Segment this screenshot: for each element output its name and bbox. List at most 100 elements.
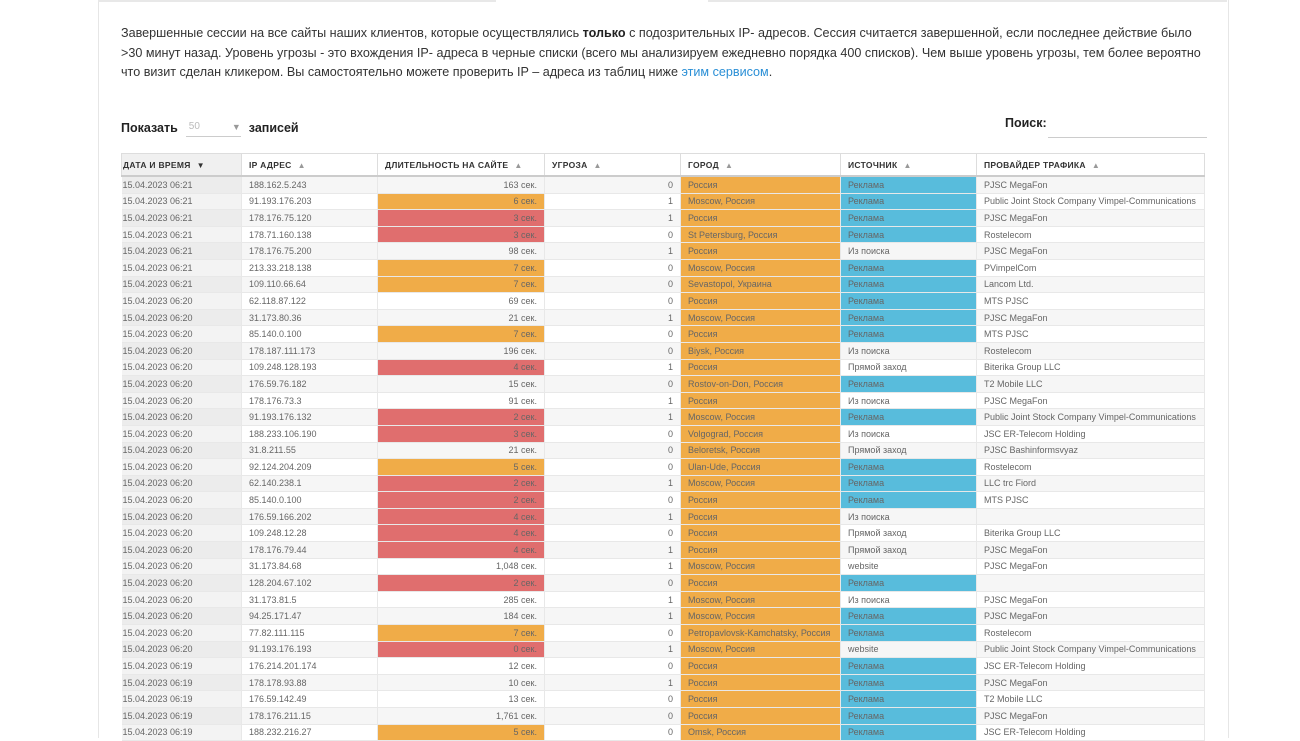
cell-threat: 0 (544, 226, 681, 244)
cell-city: St Petersburg, Россия (680, 226, 841, 244)
sort-asc-icon[interactable]: ▲ (297, 160, 306, 170)
cell-city: Moscow, Россия (680, 475, 841, 493)
cell-city: Sevastopol, Украина (680, 276, 841, 294)
column-header-ip[interactable]: IP АДРЕС ▲ (241, 153, 378, 177)
cell-provider: Rostelecom (976, 342, 1205, 360)
column-header-threat[interactable]: УГРОЗА ▲ (544, 153, 681, 177)
cell-ip: 178.176.79.44 (241, 541, 378, 559)
cell-source: Из поиска (840, 392, 977, 410)
table-row: 15.04.2023 06:20 31.173.84.68 1,048 сек. 1 M… (121, 558, 1205, 576)
intro-paragraph: Завершенные сессии на все сайты наших кл… (121, 24, 1206, 83)
cell-threat: 0 (544, 425, 681, 443)
cell-duration: 2 сек. (377, 491, 545, 509)
sort-asc-icon[interactable]: ▲ (903, 160, 912, 170)
column-header-date[interactable]: ДАТА И ВРЕМЯ ▼ (121, 153, 242, 177)
cell-date: 15.04.2023 06:20 (121, 508, 242, 526)
cell-date: 15.04.2023 06:19 (121, 707, 242, 725)
column-label: ИСТОЧНИК (848, 159, 898, 170)
column-header-source[interactable]: ИСТОЧНИК ▲ (840, 153, 977, 177)
cell-date: 15.04.2023 06:20 (121, 375, 242, 393)
table-row: 15.04.2023 06:20 77.82.111.115 7 сек. 0 Petr… (121, 624, 1205, 642)
cell-source: website (840, 558, 977, 576)
table-row: 15.04.2023 06:21 213.33.218.138 7 сек. 0 Mos… (121, 259, 1205, 277)
cell-duration: 7 сек. (377, 276, 545, 294)
cell-provider: PJSC MegaFon (976, 541, 1205, 559)
cell-provider: Lancom Ltd. (976, 276, 1205, 294)
sort-asc-icon[interactable]: ▲ (514, 160, 523, 170)
cell-duration: 3 сек. (377, 425, 545, 443)
top-divider (98, 0, 496, 2)
cell-duration: 0 сек. (377, 641, 545, 659)
cell-threat: 1 (544, 607, 681, 626)
cell-threat: 1 (544, 209, 681, 227)
cell-source: Из поиска (840, 508, 977, 526)
cell-threat: 1 (544, 508, 681, 526)
table-row: 15.04.2023 06:20 31.173.81.5 285 сек. 1 Mosc… (121, 591, 1205, 609)
cell-duration: 5 сек. (377, 724, 545, 741)
sort-desc-icon[interactable]: ▼ (196, 160, 205, 170)
table-row: 15.04.2023 06:20 31.173.80.36 21 сек. 1 Mosc… (121, 309, 1205, 327)
column-header-city[interactable]: ГОРОД ▲ (680, 153, 841, 177)
cell-source: Из поиска (840, 591, 977, 609)
cell-ip: 31.8.211.55 (241, 442, 378, 460)
cell-ip: 109.110.66.64 (241, 276, 378, 294)
search-input[interactable] (1048, 117, 1207, 138)
cell-provider: JSC ER-Telecom Holding (976, 724, 1205, 741)
column-header-duration[interactable]: ДЛИТЕЛЬНОСТЬ НА САЙТЕ ▲ (377, 153, 545, 177)
cell-provider: MTS PJSC (976, 491, 1205, 509)
cell-ip: 85.140.0.100 (241, 325, 378, 343)
cell-threat: 0 (544, 342, 681, 360)
cell-threat: 0 (544, 176, 681, 194)
cell-provider: MTS PJSC (976, 292, 1205, 310)
cell-provider: PJSC MegaFon (976, 176, 1205, 194)
cell-provider: PJSC Bashinformsvyaz (976, 442, 1205, 460)
cell-city: Moscow, Россия (680, 591, 841, 609)
cell-threat: 1 (544, 641, 681, 659)
cell-city: Moscow, Россия (680, 607, 841, 626)
cell-source: Реклама (840, 624, 977, 642)
cell-source: Реклама (840, 325, 977, 343)
cell-source: Прямой заход (840, 359, 977, 377)
sort-asc-icon[interactable]: ▲ (724, 160, 734, 170)
show-label: Показать (121, 120, 178, 135)
cell-city: Moscow, Россия (680, 259, 841, 277)
table-row: 15.04.2023 06:20 85.140.0.100 2 сек. 0 Росси… (121, 491, 1205, 509)
cell-city: Petropavlovsk-Kamchatsky, Россия (680, 624, 841, 642)
sort-asc-icon[interactable]: ▲ (1091, 160, 1101, 170)
column-label: ГОРОД (688, 159, 719, 170)
cell-source: Реклама (840, 458, 977, 476)
cell-ip: 31.173.81.5 (241, 591, 378, 609)
table-row: 15.04.2023 06:20 109.248.12.28 4 сек. 0 Росс… (121, 524, 1205, 543)
cell-date: 15.04.2023 06:20 (121, 442, 242, 460)
cell-duration: 6 сек. (377, 193, 545, 211)
service-link[interactable]: этим сервисом (681, 65, 769, 79)
cell-date: 15.04.2023 06:21 (121, 276, 242, 294)
cell-duration: 196 сек. (377, 342, 545, 360)
cell-date: 15.04.2023 06:20 (121, 641, 242, 659)
records-label: записей (248, 120, 299, 135)
cell-date: 15.04.2023 06:19 (121, 657, 242, 675)
table-row: 15.04.2023 06:20 178.176.73.3 91 сек. 1 Росс… (121, 392, 1205, 410)
cell-city: Beloretsk, Россия (680, 442, 841, 460)
page-size-select[interactable]: 50 ▼ (185, 118, 241, 137)
table-row: 15.04.2023 06:19 176.59.142.49 13 сек. 0 Рос… (121, 690, 1205, 708)
intro-text: . (768, 65, 773, 79)
column-header-provider[interactable]: ПРОВАЙДЕР ТРАФИКА ▲ (976, 153, 1205, 177)
cell-threat: 0 (544, 458, 681, 476)
cell-threat: 1 (544, 541, 681, 559)
cell-duration: 2 сек. (377, 475, 545, 493)
cell-city: Moscow, Россия (680, 408, 841, 426)
sort-asc-icon[interactable]: ▲ (593, 160, 602, 170)
cell-threat: 0 (544, 657, 681, 675)
cell-source: Реклама (840, 276, 977, 294)
cell-city: Россия (680, 524, 841, 543)
cell-threat: 0 (544, 442, 681, 460)
table-row: 15.04.2023 06:19 188.232.216.27 5 сек. 0 Oms… (121, 724, 1205, 741)
table-header: ДАТА И ВРЕМЯ ▼ IP АДРЕС ▲ ДЛИТЕЛЬНОСТЬ НА СА… (121, 153, 1205, 177)
table-row: 15.04.2023 06:19 178.176.211.15 1,761 сек.… (121, 707, 1205, 725)
cell-city: Россия (680, 690, 841, 708)
cell-threat: 0 (544, 574, 681, 592)
cell-ip: 188.233.106.190 (241, 425, 378, 443)
cell-city: Ulan-Ude, Россия (680, 458, 841, 476)
cell-source: Реклама (840, 408, 977, 426)
